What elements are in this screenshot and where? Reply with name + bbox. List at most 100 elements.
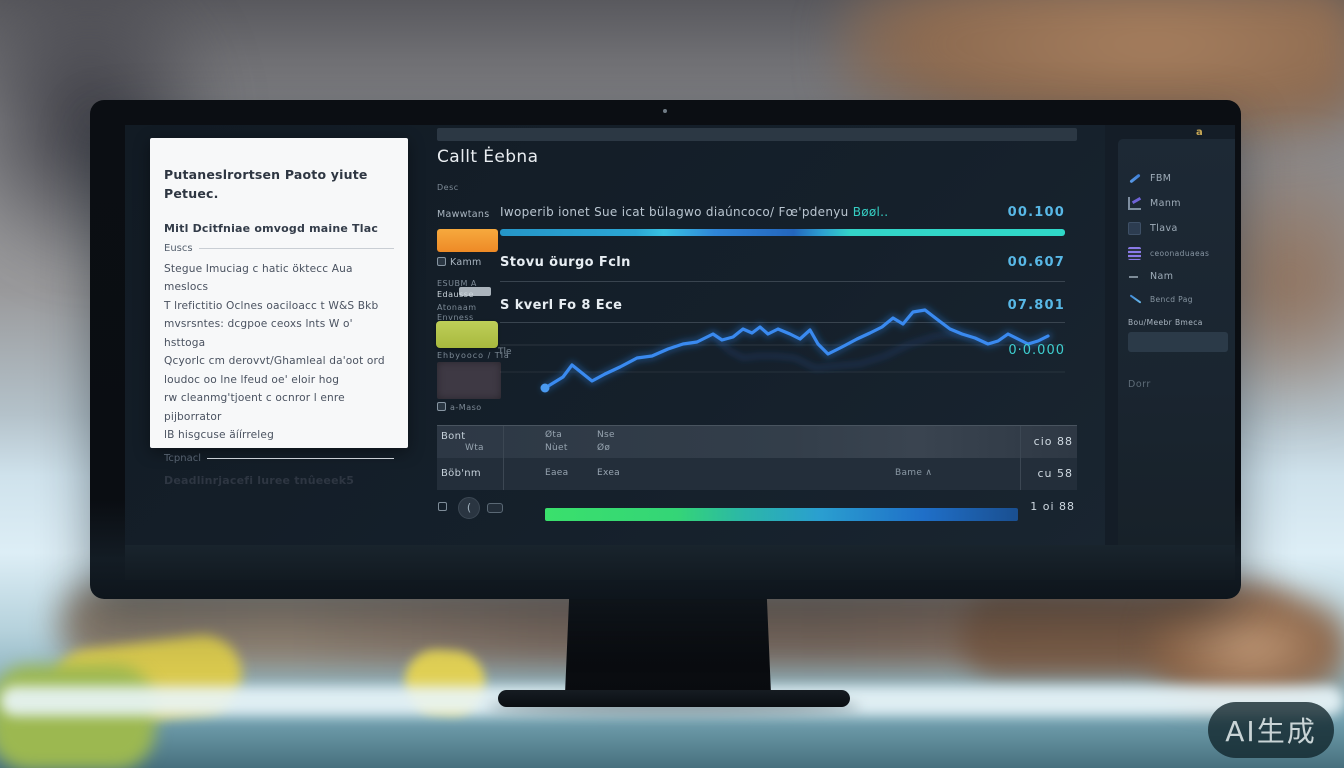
row-divider <box>500 322 1065 323</box>
sidebar-item-manm[interactable]: Manm <box>1128 194 1181 212</box>
sidebar-item-label: Bou/Meebr Bmeca <box>1128 317 1203 327</box>
bottom-row-value: 1 oi 88 <box>1030 500 1075 513</box>
sidebar-item-nam[interactable]: Nam <box>1128 267 1173 285</box>
sidebar-item-label: ceoonaduaeas <box>1150 248 1210 258</box>
nav-item-kamm[interactable]: Kamm <box>437 257 482 268</box>
table-row1-name: Bont <box>441 431 466 442</box>
body-line: mvsrsntes: dcgpoe ceoxs lnts W o' hsttog… <box>164 318 353 349</box>
ai-generated-watermark: AI生成 <box>1208 702 1334 758</box>
sidebar-item-fbm[interactable]: FBM <box>1128 169 1171 187</box>
data-row-3[interactable]: S kverl Fo 8 Ece <box>500 298 623 313</box>
sidebar-wide-label[interactable]: Bou/Meebr Bmeca <box>1128 313 1203 331</box>
toggle-icon[interactable] <box>487 503 503 513</box>
table-row[interactable]: Bont Wta Øta Nse Nùet Øø cio 88 <box>437 425 1077 459</box>
document-panel: Putaneslrortsen Paoto yiute Petuec. Mitl… <box>150 138 408 487</box>
nav-mini-caption: a-Maso <box>437 402 482 412</box>
screen: Putaneslrortsen Paoto yiute Petuec. Mitl… <box>125 125 1235 545</box>
pencil-icon <box>1128 172 1141 185</box>
nav-label: Mawwtans <box>437 209 490 220</box>
body-line: loudoc oo lne lfeud oe' eloir hog <box>164 373 340 386</box>
table-cell: Øø <box>597 443 611 453</box>
nav-item-atonaam[interactable]: Atonaam <box>437 303 477 312</box>
row1-progress-bar <box>500 229 1065 236</box>
table-row[interactable]: Böb'nm Eaea Exea Bame ∧ cu 58 <box>437 458 1077 490</box>
row1-value: 00.100 <box>1007 205 1065 220</box>
dash-icon <box>1128 270 1141 283</box>
sidebar-item-tlava[interactable]: Tlava <box>1128 219 1178 237</box>
row-divider <box>500 281 1065 282</box>
document-title: Putaneslrortsen Paoto yiute Petuec. <box>164 166 394 204</box>
body-line: rw cleanmg'tjoent c ocnror l enre pijbor… <box>164 392 345 423</box>
nav-item-edausse[interactable]: Edausse <box>437 290 474 299</box>
rule-line <box>198 247 394 249</box>
sidebar-input[interactable] <box>1128 332 1228 352</box>
body-line: Qcyorlc cm derovvt/Ghamleal da'oot ord <box>164 355 385 368</box>
nav-small-label: Desc <box>437 183 459 192</box>
chart-axis-label: Tle <box>498 347 512 357</box>
line-chart <box>500 300 1065 418</box>
column-separator <box>503 458 504 490</box>
table-row1-value: cio 88 <box>1033 435 1073 448</box>
row1-accent: Bøøl.. <box>852 205 889 219</box>
corner-glyph: a <box>1196 127 1203 138</box>
table-row2-name: Böb'nm <box>441 468 481 479</box>
chart-line-secondary <box>711 332 987 370</box>
section-label: Euscs <box>164 242 193 254</box>
sidebar-bottom-label: Dorr <box>1128 379 1151 390</box>
nav-item-esubm[interactable]: ESUBM A <box>437 279 477 288</box>
monitor: Putaneslrortsen Paoto yiute Petuec. Mitl… <box>90 100 1241 599</box>
hand-blur <box>1150 592 1344 702</box>
table-row2-value: cu 58 <box>1037 467 1073 480</box>
column-separator <box>1020 426 1021 459</box>
chart-start-dot <box>540 383 550 393</box>
webcam-dot <box>663 109 667 113</box>
nav-highlight-chip <box>459 287 491 296</box>
sidebar-item-label: Nam <box>1150 270 1174 282</box>
nav-item-envness[interactable]: Envness <box>437 313 474 322</box>
doc-icon <box>437 402 446 411</box>
body-line: Stegue Imuciag c hatic öktecc Aua mesloc… <box>164 262 353 294</box>
rule-line <box>207 457 394 459</box>
monitor-stand-neck <box>565 598 771 694</box>
mini-caption-label: a-Maso <box>450 403 482 412</box>
data-row-1[interactable]: Iwoperib ionet Sue icat bülagwo diaúncoc… <box>500 205 1065 219</box>
table-row1-sub: Wta <box>465 443 484 453</box>
document-title-line1: Putaneslrortsen Paoto yiute <box>164 167 368 182</box>
table-cell: Nse <box>597 430 615 440</box>
sidebar-item-list[interactable]: ceoonaduaeas <box>1128 244 1209 262</box>
sidebar-item-bencd[interactable]: Bencd Pag <box>1128 290 1193 308</box>
table-row2-mid-label[interactable]: Bame ∧ <box>895 468 933 478</box>
watermark-text: AI生成 <box>1225 715 1317 748</box>
document-footer-bold: Deadlinrjacefi luree tnûeeek5 <box>164 473 355 487</box>
grid-icon <box>437 257 446 266</box>
speaker-icon[interactable]: ( <box>458 497 480 519</box>
trend-line-icon <box>1128 293 1141 306</box>
data-row-2[interactable]: Stovu öurgo Fcln <box>500 255 631 270</box>
sidebar-item-label: FBM <box>1150 172 1172 184</box>
monitor-chin <box>125 545 1235 580</box>
gradient-progress-bar[interactable] <box>545 508 1018 521</box>
sidebar-item-label: Tlava <box>1150 222 1178 234</box>
nav-item-label: Kamm <box>450 257 482 268</box>
square-icon <box>1128 221 1141 235</box>
chart-icon <box>1128 196 1141 210</box>
document-body: Stegue Imuciag c hatic öktecc Aua mesloc… <box>164 260 394 445</box>
app-top-bar <box>437 128 1077 141</box>
column-separator <box>503 426 504 459</box>
lime-action-button[interactable] <box>436 321 498 348</box>
chart-line <box>543 308 1050 390</box>
document-footer-rule: Tcpnacl <box>164 453 394 464</box>
page-title: Callt Ėebna <box>437 147 539 167</box>
column-separator <box>1020 458 1021 490</box>
orange-action-button[interactable] <box>437 229 498 252</box>
row1-label: Iwoperib ionet Sue icat bülagwo diaúncoc… <box>500 205 853 219</box>
chart-value-label: 0·0.000 <box>1008 343 1065 358</box>
thumbnail-panel <box>437 362 501 399</box>
table-cell: Eaea <box>545 468 569 478</box>
monitor-stand-base <box>498 690 850 707</box>
right-sidebar: FBM Manm Tlava ceoonaduaeas Nam <box>1105 125 1235 545</box>
checkbox[interactable] <box>438 502 447 511</box>
row2-value: 00.607 <box>1007 255 1065 270</box>
sidebar-item-label: Manm <box>1150 197 1181 209</box>
document-title-line2: Petuec. <box>164 185 219 201</box>
